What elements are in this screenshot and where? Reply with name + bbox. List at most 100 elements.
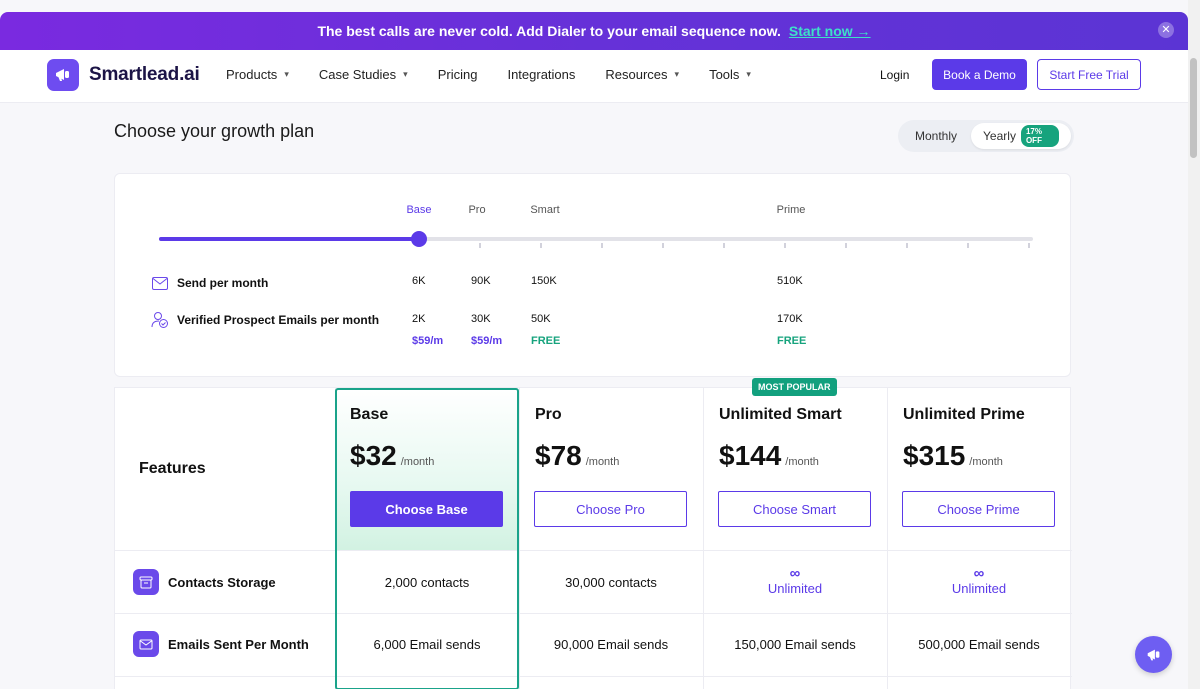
tier-label-pro[interactable]: Pro xyxy=(468,204,486,216)
nav-pricing[interactable]: Pricing xyxy=(438,67,478,82)
brand-name: Smartlead.ai xyxy=(89,64,200,85)
yearly-label: Yearly xyxy=(983,129,1016,143)
addon-price-base: $59/m xyxy=(412,335,444,347)
plan-price-value-smart: $144 xyxy=(719,440,782,471)
choose-base-button[interactable]: Choose Base xyxy=(350,491,503,527)
verified-value-prime: 170K xyxy=(777,313,803,325)
start-now-link[interactable]: Start now → xyxy=(788,23,871,39)
features-heading: Features xyxy=(139,460,206,477)
nav-case-studies[interactable]: Case Studies ▾ xyxy=(319,67,408,82)
logo[interactable]: Smartlead.ai xyxy=(47,59,200,91)
contacts-prime-label: Unlimited xyxy=(951,581,1007,596)
send-value-base: 6K xyxy=(412,275,426,287)
column-divider xyxy=(887,388,888,689)
plan-price-base: $32/month xyxy=(350,440,434,472)
row-divider xyxy=(115,613,1072,614)
send-value-prime: 510K xyxy=(777,275,803,287)
yearly-option[interactable]: Yearly 17% OFF xyxy=(971,123,1071,149)
slider-tick xyxy=(967,243,969,248)
chat-widget-button[interactable] xyxy=(1135,636,1172,673)
plan-per-pro: /month xyxy=(585,456,620,468)
send-value-smart: 150K xyxy=(531,275,557,287)
megaphone-icon xyxy=(47,59,79,91)
top-navigation: Smartlead.ai Products ▾ Case Studies ▾ P… xyxy=(0,50,1188,103)
nav-tools-label: Tools xyxy=(709,67,740,82)
page-scrollbar[interactable] xyxy=(1188,0,1200,689)
choose-smart-button[interactable]: Choose Smart xyxy=(718,491,871,527)
slider-track-fill xyxy=(159,237,419,241)
addon-price-pro: $59/m xyxy=(471,335,503,347)
monthly-option[interactable]: Monthly xyxy=(901,123,971,149)
start-free-trial-button[interactable]: Start Free Trial xyxy=(1037,59,1141,90)
addon-price-prime: FREE xyxy=(777,335,807,347)
choose-prime-button[interactable]: Choose Prime xyxy=(902,491,1055,527)
row-divider xyxy=(115,676,1072,677)
slider-tick xyxy=(723,243,725,248)
megaphone-icon xyxy=(1147,649,1159,660)
plan-per-prime: /month xyxy=(969,456,1003,468)
infinity-icon: ∞ xyxy=(973,565,985,582)
infinity-icon: ∞ xyxy=(789,565,801,582)
plan-name-base: Base xyxy=(350,406,389,423)
base-plan-highlight-border xyxy=(335,388,519,689)
feature-emails-sent: Emails Sent Per Month xyxy=(133,631,309,657)
plan-name-smart: Unlimited Smart xyxy=(719,406,842,423)
slider-handle[interactable] xyxy=(411,231,427,247)
column-divider xyxy=(703,388,704,689)
billing-toggle[interactable]: Monthly Yearly 17% OFF xyxy=(898,120,1074,152)
login-link[interactable]: Login xyxy=(880,68,910,82)
announcement-banner: The best calls are never cold. Add Diale… xyxy=(0,12,1188,50)
plan-price-value-base: $32 xyxy=(350,440,397,471)
chevron-down-icon: ▾ xyxy=(674,69,680,79)
contacts-prime: ∞ Unlimited xyxy=(887,566,1071,596)
slider-tick xyxy=(906,243,908,248)
nav-integrations-label: Integrations xyxy=(507,67,576,82)
slider-tick xyxy=(479,243,481,248)
slider-tick xyxy=(1028,243,1030,248)
nav-products-label: Products xyxy=(226,67,278,82)
tier-label-base[interactable]: Base xyxy=(406,204,432,216)
discount-badge: 17% OFF xyxy=(1020,125,1059,147)
chevron-down-icon: ▾ xyxy=(284,69,289,79)
plan-price-smart: $144/month xyxy=(719,440,819,472)
slider-tick xyxy=(601,243,603,248)
archive-icon xyxy=(133,569,159,595)
nav-integrations[interactable]: Integrations xyxy=(507,67,575,82)
nav-case-studies-label: Case Studies xyxy=(318,67,397,82)
verified-emails-row: Verified Prospect Emails per month xyxy=(151,311,379,329)
plan-price-value-pro: $78 xyxy=(535,440,582,471)
tier-label-prime[interactable]: Prime xyxy=(776,204,806,216)
plan-name-pro: Pro xyxy=(535,406,562,423)
plan-per-smart: /month xyxy=(785,456,819,468)
slider-tick xyxy=(845,243,847,248)
nav-resources[interactable]: Resources ▾ xyxy=(605,67,679,82)
feature-emails-sent-label: Emails Sent Per Month xyxy=(168,636,309,652)
pricing-table: Features Base $32/month Choose Base Pro … xyxy=(114,378,1072,689)
contacts-pro: 30,000 contacts xyxy=(565,575,657,590)
slider-track[interactable] xyxy=(159,237,1033,241)
send-per-month-label: Send per month xyxy=(177,276,269,290)
chevron-down-icon: ▾ xyxy=(403,69,408,79)
emails-pro: 90,000 Email sends xyxy=(553,637,669,652)
nav-tools[interactable]: Tools ▾ xyxy=(709,67,751,82)
contacts-smart-label: Unlimited xyxy=(767,581,823,596)
monthly-label: Monthly xyxy=(915,129,958,143)
chevron-down-icon: ▾ xyxy=(746,69,751,79)
verified-value-smart: 50K xyxy=(531,313,551,325)
emails-base: 6,000 Email sends xyxy=(373,637,481,652)
emails-prime: 500,000 Email sends xyxy=(918,637,1040,652)
mail-send-icon xyxy=(133,631,159,657)
nav-products[interactable]: Products ▾ xyxy=(226,67,289,82)
mail-icon xyxy=(151,274,169,292)
plan-price-prime: $315/month xyxy=(903,440,1003,472)
verified-value-base: 2K xyxy=(412,313,426,325)
choose-pro-button[interactable]: Choose Pro xyxy=(534,491,687,527)
scrollbar-thumb[interactable] xyxy=(1190,58,1197,158)
slider-tick xyxy=(540,243,542,248)
slider-tick xyxy=(784,243,786,248)
feature-contacts-storage: Contacts Storage xyxy=(133,569,276,595)
book-demo-button[interactable]: Book a Demo xyxy=(932,59,1027,90)
column-divider xyxy=(519,388,520,689)
close-banner-icon[interactable]: ✕ xyxy=(1158,22,1174,38)
tier-label-smart[interactable]: Smart xyxy=(530,204,560,216)
